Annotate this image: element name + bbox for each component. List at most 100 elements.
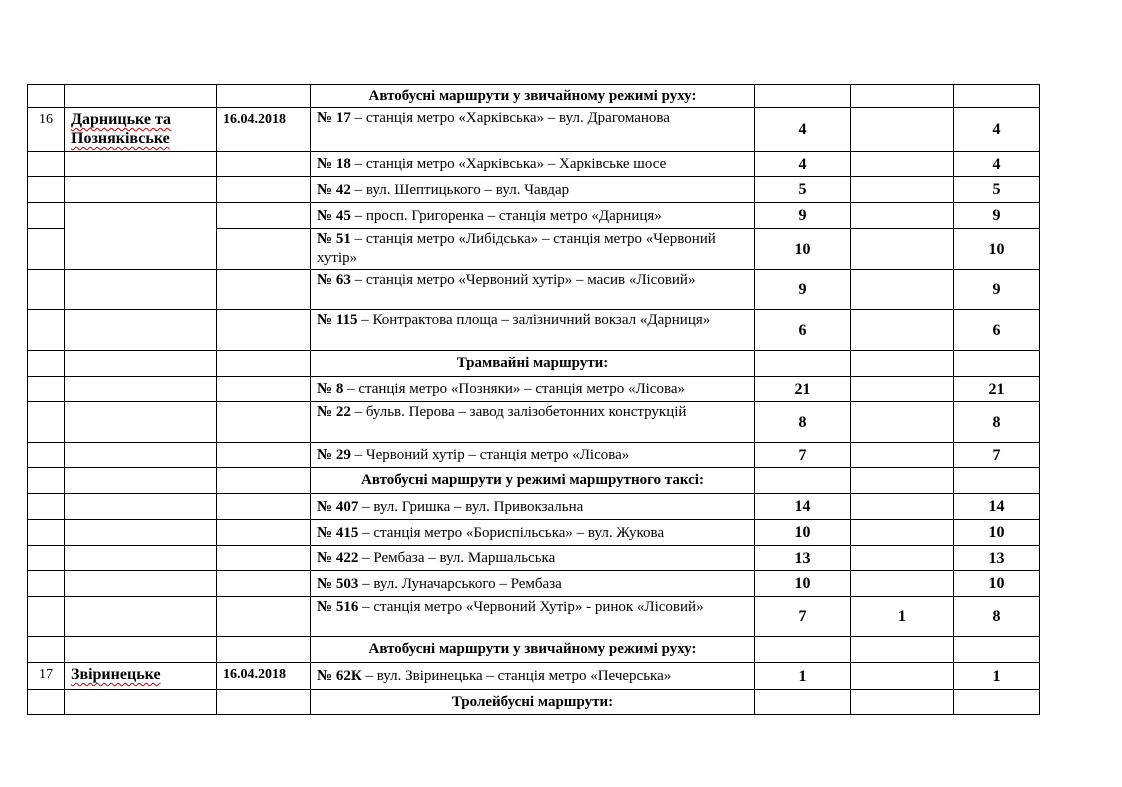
total-cell bbox=[953, 689, 1040, 715]
route-cell: № 407 – вул. Гришка – вул. Привокзальна bbox=[310, 493, 755, 520]
area-cell bbox=[64, 151, 217, 177]
value-2-cell bbox=[850, 176, 954, 203]
section-header-row: Автобусні маршрути у звичайному режимі р… bbox=[27, 636, 1040, 663]
area-cell bbox=[64, 519, 217, 546]
route-description: – вул. Шептицького – вул. Чавдар bbox=[350, 181, 570, 198]
date-cell: 16.04.2018 bbox=[216, 662, 311, 690]
value-2-cell bbox=[850, 107, 954, 152]
value-1-cell: 9 bbox=[754, 202, 851, 229]
table-row: № 45 – просп. Григоренка – станція метро… bbox=[27, 202, 1040, 270]
route-cell: № 516 – станція метро «Червоний Хутір» -… bbox=[310, 596, 755, 637]
route-cell: № 42 – вул. Шептицького – вул. Чавдар bbox=[310, 176, 755, 203]
date-cell bbox=[216, 151, 311, 177]
date-cell bbox=[216, 269, 311, 310]
value-2-cell bbox=[850, 662, 954, 690]
value-1-cell: 6 bbox=[754, 309, 851, 351]
row-number-cell bbox=[27, 350, 65, 377]
route-cell: № 115 – Контрактова площа – залізничний … bbox=[310, 309, 755, 351]
date-cell bbox=[216, 689, 311, 715]
route-description: – станція метро «Харківська» – Харківськ… bbox=[350, 156, 667, 172]
section-title: Автобусні маршрути у режимі маршрутного … bbox=[310, 467, 755, 494]
route-cell: № 29 – Червоний хутір – станція метро «Л… bbox=[310, 442, 755, 468]
value-1-cell: 10 bbox=[754, 228, 851, 270]
area-cell bbox=[64, 689, 217, 715]
row-number-cell bbox=[27, 176, 65, 203]
section-title: Тролейбусні маршрути: bbox=[310, 689, 755, 715]
value-2-cell bbox=[850, 376, 954, 402]
value-1-cell: 13 bbox=[754, 545, 851, 571]
route-description: – станція метро «Червоний Хутір» - ринок… bbox=[358, 599, 704, 615]
area-name: Дарницьке та Позняківське bbox=[71, 111, 171, 147]
value-1-cell: 7 bbox=[754, 442, 851, 468]
value-2-cell bbox=[850, 689, 954, 715]
route-cell: № 22 – бульв. Перова – завод залізобетон… bbox=[310, 401, 755, 443]
row-number-cell bbox=[27, 493, 65, 520]
route-number: № 17 bbox=[317, 110, 351, 126]
area-cell bbox=[64, 309, 217, 351]
route-cell: № 17 – станція метро «Харківська» – вул.… bbox=[310, 107, 755, 152]
value-1-cell: 10 bbox=[754, 519, 851, 546]
date-cell bbox=[216, 493, 311, 520]
date-cell bbox=[216, 636, 311, 663]
value-1-cell: 10 bbox=[754, 570, 851, 597]
value-1-cell: 4 bbox=[754, 107, 851, 152]
row-number-cell bbox=[27, 269, 65, 310]
value-1-cell: 1 bbox=[754, 662, 851, 690]
total-cell: 9 bbox=[953, 269, 1040, 310]
value-1-cell: 5 bbox=[754, 176, 851, 203]
row-number-cell bbox=[27, 467, 65, 494]
table-row: № 42 – вул. Шептицького – вул. Чавдар 5 5 bbox=[27, 176, 1040, 203]
row-number-cell bbox=[27, 376, 65, 402]
area-cell bbox=[64, 401, 217, 443]
date-cell bbox=[216, 570, 311, 597]
value-1-cell: 4 bbox=[754, 151, 851, 177]
route-cell: № 8 – станція метро «Позняки» – станція … bbox=[310, 376, 755, 402]
table-row: № 115 – Контрактова площа – залізничний … bbox=[27, 309, 1040, 351]
table-row: 17 Звіринецьке 16.04.2018 № 62К – вул. Звір… bbox=[27, 662, 1040, 690]
value-2-cell bbox=[850, 442, 954, 468]
route-description: – Червоний хутір – станція метро «Лісова… bbox=[350, 447, 630, 463]
area-cell bbox=[64, 596, 217, 637]
date-cell bbox=[216, 350, 311, 377]
route-number: № 62К bbox=[317, 668, 362, 684]
area-name-cell: Дарницьке та Позняківське bbox=[64, 107, 217, 152]
route-description: – станція метро «Бориспільська» – вул. Ж… bbox=[358, 524, 665, 541]
route-number: № 29 bbox=[317, 447, 351, 463]
section-title: Трамвайні маршрути: bbox=[310, 350, 755, 377]
total-cell: 5 bbox=[953, 176, 1040, 203]
route-number: № 42 bbox=[317, 181, 351, 198]
total-cell: 21 bbox=[953, 376, 1040, 402]
date-cell bbox=[216, 376, 311, 402]
total-cell: 6 bbox=[953, 309, 1040, 351]
row-number-cell bbox=[27, 309, 65, 351]
row-number-cell bbox=[27, 545, 65, 571]
route-description: – бульв. Перова – завод залізобетонних к… bbox=[350, 404, 687, 420]
route-description: – просп. Григоренка – станція метро «Дар… bbox=[350, 207, 662, 224]
route-number: № 407 bbox=[317, 498, 359, 515]
total-cell: 4 bbox=[953, 151, 1040, 177]
total-cell bbox=[953, 636, 1040, 663]
route-number: № 8 bbox=[317, 381, 344, 397]
route-number: № 18 bbox=[317, 156, 351, 172]
date-cell bbox=[216, 442, 311, 468]
date-cell bbox=[216, 545, 311, 571]
route-description: – Контрактова площа – залізничний вокзал… bbox=[357, 312, 711, 328]
table-row: № 407 – вул. Гришка – вул. Привокзальна 1… bbox=[27, 493, 1040, 520]
total-cell: 8 bbox=[953, 596, 1040, 637]
value-1-cell: 8 bbox=[754, 401, 851, 443]
value-1-cell bbox=[754, 84, 851, 108]
date-cell bbox=[216, 596, 311, 637]
value-2-cell bbox=[850, 401, 954, 443]
value-1-cell bbox=[754, 689, 851, 715]
date-cell bbox=[216, 176, 311, 203]
value-2-cell bbox=[850, 269, 954, 310]
route-description: – вул. Луначарського – Рембаза bbox=[358, 575, 562, 592]
date-cell bbox=[216, 309, 311, 351]
row-number-cell bbox=[27, 228, 65, 270]
value-2-cell bbox=[850, 467, 954, 494]
date-cell bbox=[216, 401, 311, 443]
table-row: № 29 – Червоний хутір – станція метро «Л… bbox=[27, 442, 1040, 468]
value-2-cell bbox=[850, 228, 954, 270]
date-cell bbox=[216, 467, 311, 494]
value-2-cell bbox=[850, 202, 954, 229]
